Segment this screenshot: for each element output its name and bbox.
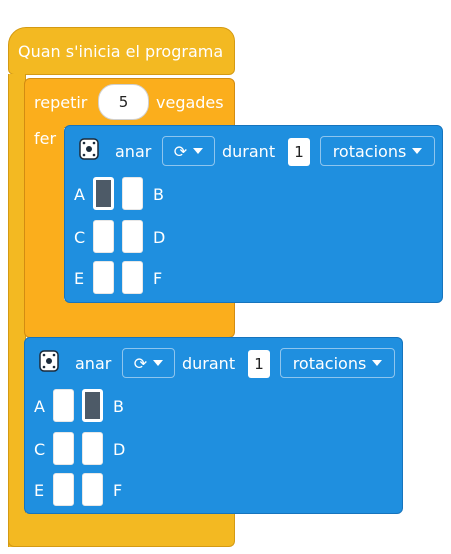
- repeat-count-input[interactable]: 5: [98, 84, 149, 120]
- port-label-f: F: [153, 269, 163, 288]
- port-cell-c[interactable]: [93, 220, 114, 253]
- chevron-down-icon: [412, 148, 423, 154]
- rotations-amount-input[interactable]: 1: [248, 350, 270, 378]
- port-cell-f[interactable]: [122, 261, 143, 294]
- during-label: durant: [222, 142, 276, 161]
- repeat-label: repetir: [34, 93, 88, 112]
- repeat-block[interactable]: repetir 5 vegades: [24, 78, 235, 128]
- hub-icon: [39, 350, 59, 376]
- rotations-amount-value: 1: [254, 355, 264, 373]
- port-label-c: C: [34, 440, 46, 459]
- port-label-b: B: [153, 185, 164, 204]
- repeat-times-label: vegades: [156, 93, 224, 112]
- port-label-a: A: [74, 185, 85, 204]
- port-cell-e[interactable]: [53, 473, 74, 506]
- repeat-block-footer: [24, 300, 235, 338]
- port-cell-a[interactable]: [53, 389, 74, 422]
- port-label-b: B: [113, 397, 124, 416]
- rotate-clockwise-icon: ⟳: [173, 141, 188, 161]
- port-label-a: A: [34, 397, 45, 416]
- event-block-when-program-starts[interactable]: Quan s'inicia el programa: [8, 27, 235, 75]
- port-label-e: E: [74, 269, 85, 288]
- unit-dropdown[interactable]: rotacions: [320, 136, 435, 166]
- port-label-d: D: [153, 228, 166, 247]
- port-cell-f[interactable]: [82, 473, 103, 506]
- unit-label: rotacions: [332, 141, 407, 161]
- direction-dropdown[interactable]: ⟳: [162, 136, 215, 166]
- port-cell-a[interactable]: [93, 177, 114, 210]
- rotations-amount-value: 1: [294, 143, 304, 161]
- port-label-e: E: [34, 481, 45, 500]
- go-label: anar: [115, 142, 152, 161]
- repeat-do-label: fer: [34, 129, 57, 148]
- chevron-down-icon: [153, 360, 164, 366]
- port-label-d: D: [113, 440, 126, 459]
- go-label: anar: [75, 354, 112, 373]
- event-label: Quan s'inicia el programa: [18, 42, 224, 61]
- chevron-down-icon: [372, 360, 383, 366]
- port-cell-b[interactable]: [82, 389, 103, 422]
- port-cell-e[interactable]: [93, 261, 114, 294]
- port-cell-b[interactable]: [122, 177, 143, 210]
- repeat-block-arm: fer: [24, 127, 64, 325]
- port-cell-d[interactable]: [82, 432, 103, 465]
- motor-go-block[interactable]: anar ⟳ durant 1 rotacions A B C D E F: [24, 337, 403, 514]
- chevron-down-icon: [193, 148, 204, 154]
- motor-go-block[interactable]: anar ⟳ durant 1 rotacions A B C D E F: [64, 125, 443, 303]
- rotations-amount-input[interactable]: 1: [288, 138, 310, 166]
- port-label-c: C: [74, 228, 86, 247]
- event-block-footer: [8, 513, 235, 547]
- repeat-count-value: 5: [118, 93, 129, 111]
- port-label-f: F: [113, 481, 123, 500]
- rotate-clockwise-icon: ⟳: [133, 353, 148, 373]
- unit-label: rotacions: [292, 353, 367, 373]
- port-cell-d[interactable]: [122, 220, 143, 253]
- hub-icon: [79, 138, 99, 164]
- direction-dropdown[interactable]: ⟳: [122, 348, 175, 378]
- unit-dropdown[interactable]: rotacions: [280, 348, 395, 378]
- during-label: durant: [182, 354, 236, 373]
- port-cell-c[interactable]: [53, 432, 74, 465]
